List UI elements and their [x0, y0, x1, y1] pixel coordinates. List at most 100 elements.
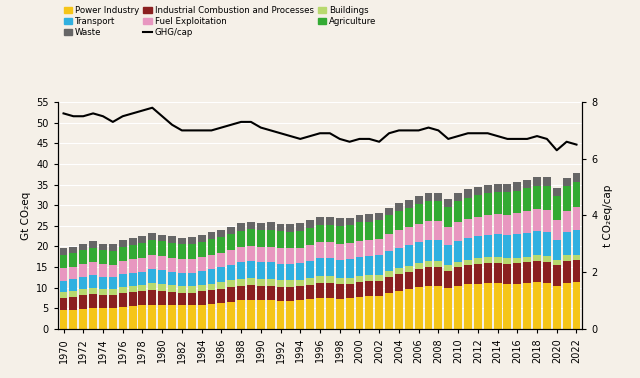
- Bar: [129, 292, 136, 306]
- Bar: [474, 258, 482, 264]
- Bar: [504, 235, 511, 258]
- Bar: [227, 302, 235, 329]
- Bar: [424, 267, 433, 285]
- Bar: [385, 208, 393, 215]
- Bar: [415, 287, 422, 329]
- Bar: [158, 235, 166, 242]
- Bar: [306, 228, 314, 245]
- Bar: [237, 247, 245, 262]
- Bar: [296, 280, 304, 287]
- Bar: [365, 296, 373, 329]
- Bar: [158, 270, 166, 284]
- Bar: [168, 305, 176, 329]
- Bar: [247, 229, 255, 246]
- Bar: [79, 244, 87, 250]
- Bar: [464, 260, 472, 265]
- Bar: [267, 262, 275, 279]
- Bar: [533, 209, 541, 231]
- Bar: [306, 245, 314, 261]
- Bar: [257, 230, 265, 247]
- Bar: [533, 186, 541, 209]
- Bar: [60, 292, 67, 298]
- Bar: [148, 269, 156, 283]
- Bar: [276, 301, 285, 329]
- Bar: [257, 247, 265, 262]
- Bar: [435, 193, 442, 201]
- Bar: [168, 292, 176, 305]
- Bar: [188, 305, 196, 329]
- Bar: [227, 250, 235, 265]
- Bar: [336, 278, 344, 284]
- Bar: [276, 287, 285, 301]
- Bar: [79, 309, 87, 329]
- Bar: [533, 256, 541, 261]
- Bar: [524, 233, 531, 257]
- Bar: [207, 255, 216, 269]
- Bar: [168, 243, 176, 258]
- Bar: [306, 299, 314, 329]
- Bar: [237, 285, 245, 301]
- Bar: [188, 293, 196, 305]
- Bar: [553, 196, 561, 220]
- Bar: [365, 256, 373, 275]
- Bar: [375, 212, 383, 220]
- Bar: [435, 285, 442, 329]
- Bar: [306, 261, 314, 278]
- Bar: [454, 241, 462, 262]
- Bar: [69, 247, 77, 253]
- Bar: [533, 231, 541, 256]
- Bar: [148, 305, 156, 329]
- Bar: [276, 231, 285, 248]
- Bar: [138, 305, 147, 329]
- Bar: [424, 285, 433, 329]
- Bar: [129, 245, 136, 259]
- Bar: [395, 248, 403, 268]
- Bar: [316, 298, 324, 329]
- Bar: [99, 244, 107, 250]
- Bar: [316, 283, 324, 298]
- Bar: [375, 281, 383, 296]
- Bar: [119, 307, 127, 329]
- Bar: [543, 210, 551, 232]
- Bar: [493, 214, 502, 234]
- Bar: [188, 273, 196, 287]
- Bar: [296, 263, 304, 280]
- Bar: [287, 287, 294, 301]
- Bar: [563, 211, 571, 232]
- Bar: [504, 215, 511, 235]
- Bar: [138, 236, 147, 243]
- Bar: [227, 226, 235, 234]
- Bar: [218, 282, 225, 289]
- Bar: [79, 250, 87, 264]
- Bar: [513, 191, 521, 214]
- Bar: [355, 257, 364, 276]
- Bar: [444, 199, 452, 207]
- Bar: [207, 269, 216, 284]
- Bar: [504, 192, 511, 215]
- Bar: [415, 270, 422, 287]
- Bar: [474, 264, 482, 284]
- Bar: [474, 217, 482, 237]
- Bar: [474, 237, 482, 258]
- Legend: Power Industry, Transport, Waste, Industrial Combustion and Processes, Fuel Expl: Power Industry, Transport, Waste, Indust…: [62, 4, 378, 39]
- Bar: [227, 265, 235, 280]
- Bar: [198, 235, 205, 242]
- Bar: [60, 268, 67, 280]
- Bar: [218, 253, 225, 267]
- Bar: [553, 220, 561, 240]
- Bar: [247, 285, 255, 300]
- Bar: [119, 287, 127, 293]
- Bar: [365, 222, 373, 240]
- Bar: [287, 280, 294, 287]
- Bar: [405, 245, 413, 266]
- Bar: [464, 238, 472, 260]
- Bar: [267, 223, 275, 230]
- Bar: [415, 263, 422, 270]
- Bar: [178, 287, 186, 293]
- Bar: [267, 285, 275, 300]
- Bar: [424, 193, 433, 201]
- Bar: [99, 264, 107, 277]
- Bar: [513, 257, 521, 263]
- Bar: [346, 217, 353, 225]
- Bar: [207, 239, 216, 255]
